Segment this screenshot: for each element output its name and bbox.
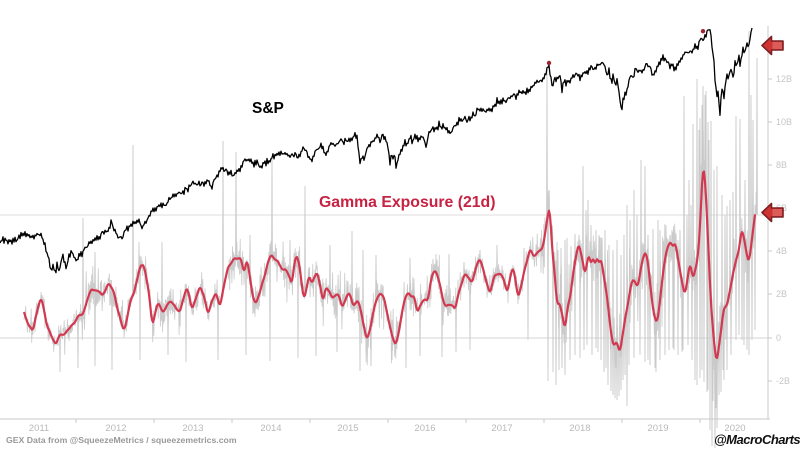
- svg-text:2014: 2014: [260, 423, 281, 434]
- svg-text:2013: 2013: [182, 423, 203, 434]
- svg-text:2011: 2011: [29, 423, 49, 434]
- svg-text:GEX Data from @SqueezeMetrics: GEX Data from @SqueezeMetrics / squeezem…: [6, 435, 237, 445]
- svg-text:2B: 2B: [776, 289, 787, 299]
- svg-text:2018: 2018: [569, 423, 590, 434]
- svg-text:2017: 2017: [491, 423, 512, 434]
- svg-text:2016: 2016: [414, 423, 435, 434]
- svg-text:S&P: S&P: [252, 100, 284, 117]
- svg-text:10B: 10B: [776, 117, 792, 127]
- svg-text:12B: 12B: [776, 74, 792, 84]
- svg-text:2012: 2012: [105, 423, 126, 434]
- svg-text:2020: 2020: [724, 423, 745, 434]
- svg-text:0: 0: [776, 333, 781, 343]
- svg-text:-2B: -2B: [776, 376, 790, 386]
- svg-text:@MacroCharts: @MacroCharts: [714, 432, 800, 447]
- svg-text:2019: 2019: [647, 423, 668, 434]
- svg-text:4B: 4B: [776, 246, 787, 256]
- svg-text:2015: 2015: [337, 423, 358, 434]
- svg-text:Gamma Exposure (21d): Gamma Exposure (21d): [319, 194, 495, 211]
- svg-text:8B: 8B: [776, 160, 787, 170]
